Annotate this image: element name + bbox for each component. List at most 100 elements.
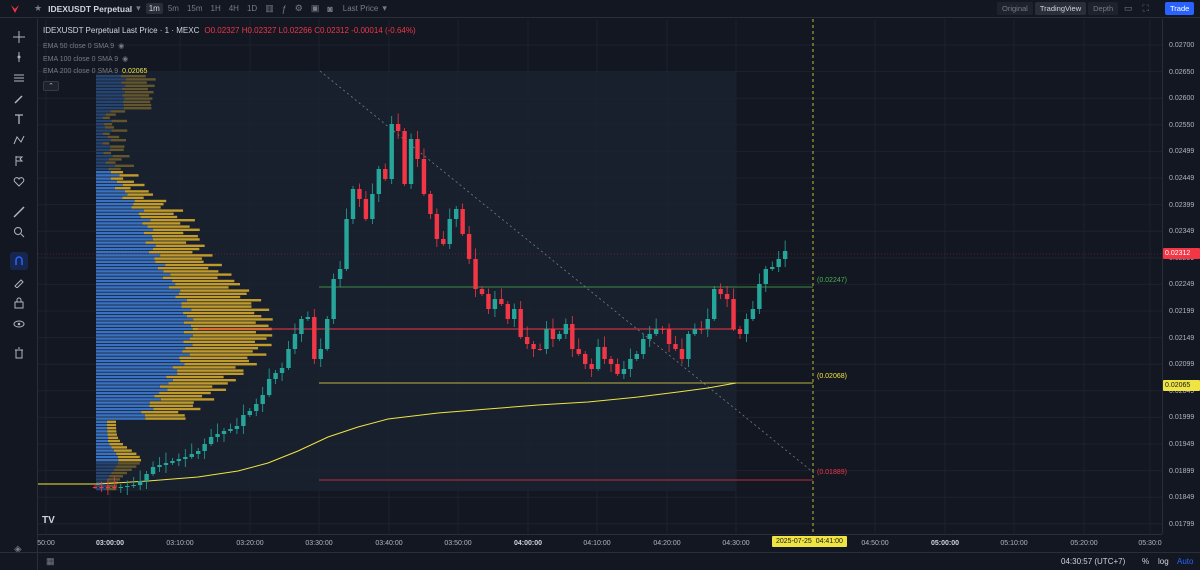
layout-icon[interactable]: ▭ (1124, 3, 1133, 13)
trash-icon[interactable] (10, 344, 28, 362)
eye-icon[interactable] (10, 315, 28, 333)
collapse-legend-button[interactable]: ⌃ (43, 81, 59, 91)
volume-profile (96, 75, 273, 491)
volume-bar-buy (96, 299, 187, 302)
volume-bar-buy (96, 385, 160, 388)
indicators-icon[interactable]: ƒ (281, 3, 287, 14)
time-axis[interactable]: 2025-07-25 04:41:00 50:00 03:00:00 03:10:0… (37, 534, 1162, 552)
candle-up (170, 461, 175, 463)
candle-up (595, 347, 601, 369)
volume-bar-buy (96, 126, 106, 129)
calendar-icon[interactable]: ▦ (46, 556, 55, 566)
timeframe-1d[interactable]: 1D (246, 4, 258, 13)
price-axis[interactable]: 0.02700 0.02650 0.02600 0.02550 0.02499 0.024… (1162, 19, 1200, 534)
symbol-dropdown-icon[interactable]: ▾ (136, 3, 141, 13)
price-type-select[interactable]: Last Price (342, 4, 379, 13)
timeframe-4h[interactable]: 4H (228, 4, 239, 13)
price-chart[interactable] (38, 19, 1162, 534)
text-tool-icon[interactable] (10, 110, 28, 128)
view-tab-tradingview[interactable]: TradingView (1034, 2, 1087, 15)
favorites-heart-icon[interactable] (10, 173, 28, 191)
layers-icon[interactable]: ◈ (14, 544, 22, 555)
view-switcher: Original TradingView Depth (997, 2, 1119, 15)
candle-up (247, 411, 252, 415)
candle-down (434, 214, 440, 239)
auto-toggle[interactable]: Auto (1177, 557, 1194, 566)
ruler-icon[interactable] (10, 203, 28, 221)
brand-logo-icon[interactable] (0, 0, 30, 18)
indicator-ema50[interactable]: EMA 50 close 0 SMA 9 ◉ (43, 42, 416, 51)
price-tick: 0.02449 (1169, 175, 1195, 182)
candle-up (782, 251, 788, 259)
eye-icon[interactable]: ◉ (122, 56, 129, 63)
volume-bar-sell (180, 289, 250, 292)
horizontal-lines-icon[interactable] (10, 69, 28, 87)
volume-bar-sell (111, 471, 128, 475)
crosshair-icon[interactable] (10, 28, 28, 46)
price-type-dropdown-icon[interactable]: ▾ (382, 3, 387, 13)
candle-down (473, 259, 478, 289)
volume-bar-sell (116, 452, 137, 455)
volume-bar-sell (153, 238, 200, 241)
lock-icon[interactable] (10, 294, 28, 312)
star-icon[interactable]: ★ (34, 3, 43, 13)
indicator-ema100[interactable]: EMA 100 close 0 SMA 9 ◉ (43, 55, 416, 64)
pattern-icon[interactable] (10, 131, 28, 149)
indicator-ema200[interactable]: EMA 200 close 0 SMA 9 0.02065 (43, 68, 416, 75)
template-icon[interactable]: ▣ (310, 3, 320, 13)
timeframe-1m[interactable]: 1m (145, 3, 163, 14)
volume-bar-buy (96, 334, 193, 337)
volume-bar-sell (141, 411, 179, 414)
candle-up (770, 267, 775, 269)
candle-up (634, 354, 639, 359)
magnet-icon[interactable] (10, 252, 28, 270)
volume-bar-buy (96, 94, 123, 97)
trade-button[interactable]: Trade (1165, 2, 1195, 15)
volume-bar-buy (96, 251, 150, 254)
candle-up (447, 219, 452, 244)
percent-toggle[interactable]: % (1142, 557, 1150, 566)
eye-icon[interactable]: ◉ (118, 43, 125, 50)
volume-bar-buy (96, 254, 161, 257)
volume-bar-sell (186, 315, 262, 318)
top-toolbar: ★ IDEXUSDT Perpetual ▾ 1m 5m 15m 1H 4H 1… (0, 0, 1200, 18)
view-tab-original[interactable]: Original (997, 2, 1033, 15)
clock[interactable]: 04:30:57 (UTC+7) (1061, 557, 1126, 566)
volume-bar-sell (147, 225, 190, 228)
candle-up (260, 395, 265, 404)
volume-bar-buy (96, 388, 168, 391)
volume-bar-buy (96, 100, 124, 103)
forecast-icon[interactable] (10, 152, 28, 170)
volume-bar-sell (142, 222, 181, 225)
volume-bar-sell (106, 484, 117, 487)
candle-up (325, 319, 330, 349)
trend-line-icon[interactable] (10, 48, 28, 66)
volume-bar-buy (96, 135, 108, 139)
chart-type-icon[interactable]: ▥ (265, 3, 274, 13)
settings-icon[interactable]: ⚙ (294, 3, 303, 13)
volume-bar-buy (96, 270, 164, 273)
volume-bar-sell (152, 247, 200, 251)
candle-up (163, 463, 169, 465)
zoom-icon[interactable] (10, 223, 28, 241)
timeframe-5m[interactable]: 5m (167, 4, 179, 13)
volume-bar-buy (96, 356, 180, 359)
camera-icon[interactable]: ◙ (327, 3, 333, 14)
brush-icon[interactable] (10, 90, 28, 108)
volume-bar-buy (96, 337, 190, 340)
symbol-name[interactable]: IDEXUSDT Perpetual (48, 3, 133, 14)
fullscreen-icon[interactable]: ⛶ (1142, 3, 1149, 13)
timeframe-15m[interactable]: 15m (186, 4, 203, 13)
price-tick: 0.02049 (1169, 387, 1195, 395)
volume-bar-sell (109, 148, 124, 151)
view-tab-depth[interactable]: Depth (1088, 2, 1119, 15)
timeframe-1h[interactable]: 1H (210, 4, 221, 13)
volume-bar-buy (96, 75, 121, 78)
volume-bar-buy (96, 113, 106, 116)
volume-bar-buy (96, 366, 173, 369)
drawing-mode-icon[interactable] (10, 273, 28, 291)
log-toggle[interactable]: log (1158, 557, 1169, 566)
volume-bar-sell (107, 481, 119, 484)
candle-up (653, 329, 659, 334)
candle-down (421, 159, 427, 194)
